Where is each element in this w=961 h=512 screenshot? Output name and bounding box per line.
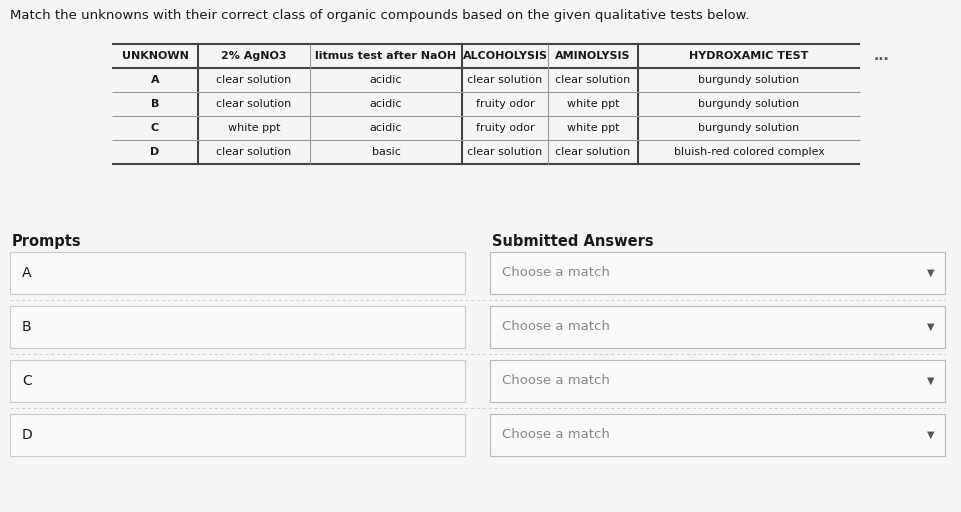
FancyBboxPatch shape (10, 306, 465, 348)
Text: Submitted Answers: Submitted Answers (492, 234, 653, 249)
Text: bluish-red colored complex: bluish-red colored complex (674, 147, 825, 157)
Text: AMINOLYSIS: AMINOLYSIS (555, 51, 630, 61)
Text: clear solution: clear solution (216, 99, 291, 109)
Text: burgundy solution: burgundy solution (699, 123, 800, 133)
Text: C: C (22, 374, 32, 388)
Text: burgundy solution: burgundy solution (699, 99, 800, 109)
FancyBboxPatch shape (10, 252, 465, 294)
FancyBboxPatch shape (10, 360, 465, 402)
FancyBboxPatch shape (10, 414, 465, 456)
Text: B: B (22, 320, 32, 334)
Text: burgundy solution: burgundy solution (699, 75, 800, 85)
Text: ▼: ▼ (927, 376, 935, 386)
Text: D: D (22, 428, 33, 442)
Text: white ppt: white ppt (567, 123, 619, 133)
Text: clear solution: clear solution (467, 147, 543, 157)
Text: Choose a match: Choose a match (502, 321, 610, 333)
Text: clear solution: clear solution (216, 75, 291, 85)
Text: A: A (22, 266, 32, 280)
Text: ...: ... (874, 49, 890, 63)
Text: Choose a match: Choose a match (502, 429, 610, 441)
Text: ▼: ▼ (927, 322, 935, 332)
Text: ▼: ▼ (927, 268, 935, 278)
Text: white ppt: white ppt (567, 99, 619, 109)
Text: clear solution: clear solution (555, 75, 630, 85)
FancyBboxPatch shape (490, 414, 945, 456)
Text: UNKNOWN: UNKNOWN (121, 51, 188, 61)
Text: 2% AgNO3: 2% AgNO3 (221, 51, 286, 61)
Text: acidic: acidic (370, 75, 403, 85)
Text: white ppt: white ppt (228, 123, 281, 133)
Text: ▼: ▼ (927, 430, 935, 440)
FancyBboxPatch shape (490, 306, 945, 348)
Text: B: B (151, 99, 160, 109)
Text: acidic: acidic (370, 99, 403, 109)
Text: C: C (151, 123, 160, 133)
Text: acidic: acidic (370, 123, 403, 133)
FancyBboxPatch shape (490, 360, 945, 402)
Text: fruity odor: fruity odor (476, 123, 534, 133)
Text: fruity odor: fruity odor (476, 99, 534, 109)
FancyBboxPatch shape (490, 252, 945, 294)
Text: A: A (151, 75, 160, 85)
Text: clear solution: clear solution (467, 75, 543, 85)
Text: Match the unknowns with their correct class of organic compounds based on the gi: Match the unknowns with their correct cl… (10, 9, 750, 22)
Text: HYDROXAMIC TEST: HYDROXAMIC TEST (689, 51, 809, 61)
Text: Choose a match: Choose a match (502, 267, 610, 280)
Text: litmus test after NaOH: litmus test after NaOH (315, 51, 456, 61)
Text: clear solution: clear solution (555, 147, 630, 157)
Text: clear solution: clear solution (216, 147, 291, 157)
Text: D: D (150, 147, 160, 157)
Text: basic: basic (372, 147, 401, 157)
Text: Prompts: Prompts (12, 234, 82, 249)
Text: ALCOHOLYSIS: ALCOHOLYSIS (462, 51, 548, 61)
Text: Choose a match: Choose a match (502, 374, 610, 388)
